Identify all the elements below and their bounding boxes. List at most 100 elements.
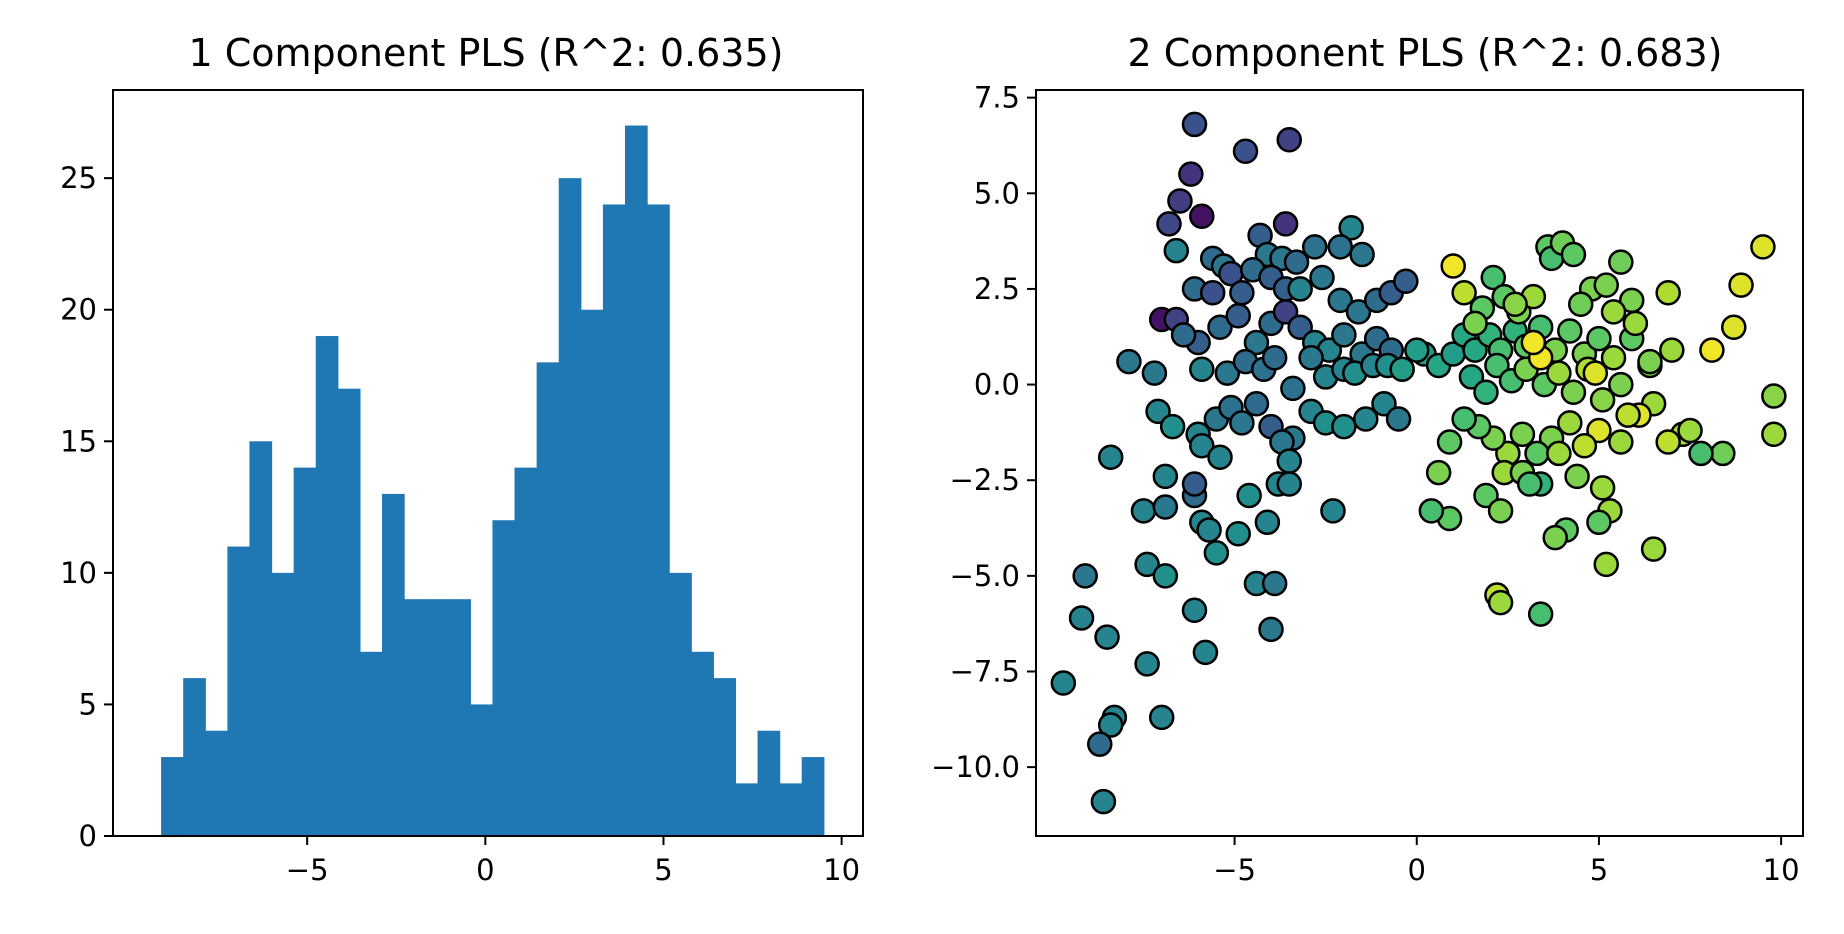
scatter-point	[1298, 345, 1324, 371]
scatter-point	[1487, 498, 1514, 524]
scatter-point	[1593, 272, 1619, 298]
histogram-bar	[448, 599, 471, 836]
scatter-point	[1393, 268, 1419, 295]
histogram-bar	[492, 520, 516, 836]
scatter-point	[1458, 364, 1485, 390]
scatter-point	[1593, 551, 1619, 578]
histogram-axes-frame	[112, 89, 864, 837]
scatter-point	[1516, 471, 1543, 497]
histogram-bar	[624, 125, 648, 837]
scatter-point	[1276, 448, 1302, 474]
x-tick-label: −5	[1213, 853, 1256, 887]
scatter-point	[1688, 440, 1714, 467]
scatter-point	[1655, 429, 1681, 455]
scatter-point	[1353, 406, 1379, 432]
scatter-point	[1600, 345, 1627, 371]
scatter-point	[1320, 498, 1346, 524]
scatter-point	[1097, 444, 1124, 471]
scatter-point	[1170, 322, 1197, 348]
scatter-point	[1152, 494, 1179, 520]
scatter-point	[1527, 601, 1554, 627]
scatter-point	[1710, 440, 1736, 467]
scatter-point	[1462, 310, 1488, 337]
scatter-point	[1276, 126, 1302, 153]
histogram-bar	[779, 783, 803, 836]
y-tick-label: −7.5	[950, 654, 1020, 688]
scatter-point	[1159, 413, 1186, 440]
scatter-point	[1050, 670, 1077, 696]
scatter-point	[1189, 356, 1215, 383]
scatter-point	[1349, 241, 1375, 268]
scatter-point	[1152, 463, 1179, 490]
scatter-point	[1571, 433, 1598, 459]
scatter-point	[1586, 417, 1612, 444]
histogram-bar	[514, 467, 538, 836]
scatter-point	[1261, 345, 1288, 371]
y-tick-label: 25	[60, 161, 97, 195]
scatter-point	[1761, 421, 1787, 448]
scatter-point	[1728, 272, 1754, 298]
histogram-bar	[205, 730, 228, 836]
histogram-bar	[558, 178, 582, 836]
scatter-point	[1509, 421, 1536, 448]
x-tick-label: 0	[476, 853, 494, 887]
scatter-point	[1203, 540, 1230, 566]
scatter-point	[1189, 203, 1215, 229]
scatter-point	[1699, 337, 1725, 363]
scatter-point	[1287, 276, 1313, 302]
scatter-point	[1586, 325, 1612, 352]
scatter-point	[1560, 241, 1587, 268]
histogram-bar	[580, 309, 604, 837]
scatter-point	[1473, 482, 1499, 509]
histogram-bar	[227, 546, 251, 836]
scatter-point	[1199, 280, 1226, 306]
scatter-point	[1750, 234, 1776, 260]
scatter-panel: 2 Component PLS (R^2: 0.683) −5 0 5 10 7.5 5…	[931, 31, 1804, 887]
scatter-point	[1261, 570, 1288, 597]
histogram-title: 1 Component PLS (R^2: 0.635)	[189, 31, 784, 75]
scatter-point	[1371, 390, 1397, 417]
scatter-point	[1331, 322, 1357, 348]
scatter-point	[1309, 264, 1335, 291]
histogram-bar	[757, 730, 781, 836]
scatter-point	[1546, 360, 1572, 386]
scatter-point	[1087, 731, 1113, 757]
scatter-point	[1761, 383, 1787, 409]
x-tick-label: −5	[286, 853, 329, 887]
y-tick-label: −5.0	[950, 559, 1020, 593]
scatter-point	[1130, 498, 1157, 524]
x-tick-label: 10	[823, 853, 860, 887]
scatter-point	[1567, 291, 1594, 317]
scatter-point	[1236, 482, 1262, 509]
scatter-point	[1542, 524, 1568, 551]
histogram-bar	[337, 388, 361, 836]
y-tick-label: 2.5	[974, 272, 1020, 306]
scatter-axes-frame	[1035, 89, 1804, 837]
y-tick-label: −10.0	[931, 750, 1020, 784]
x-tick-label: 5	[654, 853, 672, 887]
scatter-point	[1090, 788, 1117, 815]
scatter-point	[1301, 234, 1328, 260]
x-tick-label: 0	[1408, 853, 1426, 887]
histogram-bar	[293, 467, 317, 836]
scatter-point	[1141, 360, 1168, 386]
scatter-point	[1276, 471, 1302, 497]
scatter-point	[1152, 563, 1179, 589]
scatter-point	[1557, 318, 1583, 344]
scatter-point	[1207, 444, 1233, 471]
histogram-bar	[801, 757, 825, 836]
histogram-bar	[713, 678, 737, 836]
scatter-point	[1451, 280, 1477, 306]
scatter-points	[1050, 111, 1787, 815]
scatter-point	[1677, 417, 1703, 444]
scatter-point	[1608, 371, 1634, 398]
scatter-point	[1272, 299, 1299, 325]
scatter-point	[1148, 704, 1175, 731]
scatter-point	[1721, 314, 1747, 340]
scatter-point	[1451, 406, 1477, 432]
scatter-point	[1243, 329, 1270, 356]
histogram-bar	[602, 204, 626, 837]
scatter-point	[1181, 597, 1208, 624]
scatter-point	[1546, 440, 1572, 467]
scatter-point	[1156, 211, 1182, 237]
